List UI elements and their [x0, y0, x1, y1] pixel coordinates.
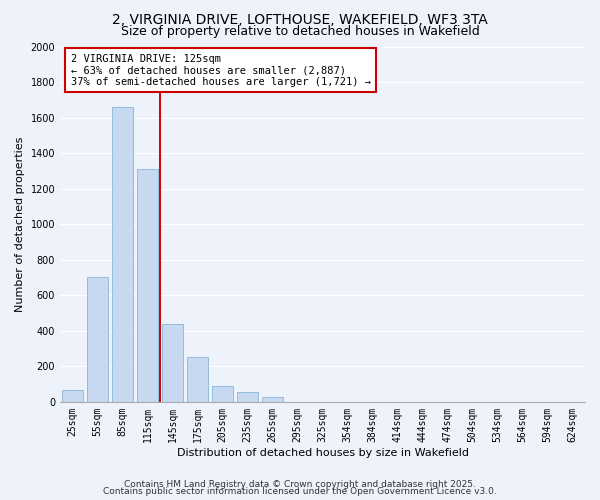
Bar — [112, 107, 133, 402]
Y-axis label: Number of detached properties: Number of detached properties — [15, 136, 25, 312]
Text: Contains HM Land Registry data © Crown copyright and database right 2025.: Contains HM Land Registry data © Crown c… — [124, 480, 476, 489]
Bar — [262, 398, 283, 402]
X-axis label: Distribution of detached houses by size in Wakefield: Distribution of detached houses by size … — [176, 448, 469, 458]
Bar — [87, 278, 108, 402]
Text: 2 VIRGINIA DRIVE: 125sqm
← 63% of detached houses are smaller (2,887)
37% of sem: 2 VIRGINIA DRIVE: 125sqm ← 63% of detach… — [71, 54, 371, 87]
Text: Size of property relative to detached houses in Wakefield: Size of property relative to detached ho… — [121, 25, 479, 38]
Bar — [137, 169, 158, 402]
Bar — [162, 324, 183, 402]
Bar — [187, 356, 208, 402]
Bar — [237, 392, 258, 402]
Text: Contains public sector information licensed under the Open Government Licence v3: Contains public sector information licen… — [103, 487, 497, 496]
Bar — [62, 390, 83, 402]
Text: 2, VIRGINIA DRIVE, LOFTHOUSE, WAKEFIELD, WF3 3TA: 2, VIRGINIA DRIVE, LOFTHOUSE, WAKEFIELD,… — [112, 12, 488, 26]
Bar — [212, 386, 233, 402]
